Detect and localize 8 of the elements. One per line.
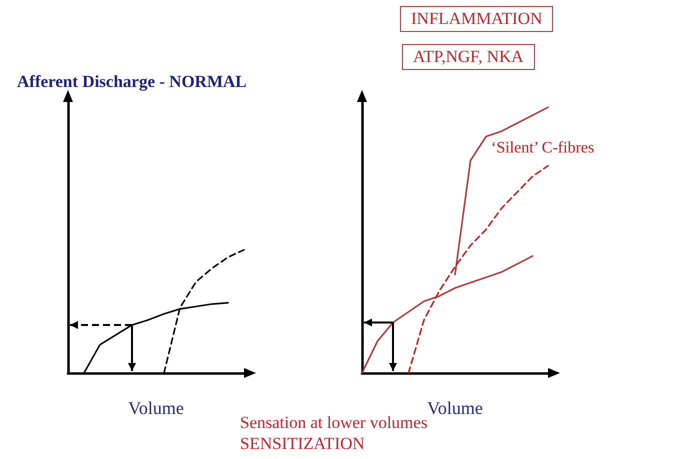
x-axis-title: Volume [128,398,184,418]
text: Sensation at lower volumes [240,413,428,433]
text: ATP,NGF, NKA [402,44,535,70]
series-label: ‘Silent’ C-fibres [491,139,594,156]
text: INFLAMMATION [400,6,554,32]
text: SENSITIZATION [240,434,365,454]
chart-title: Afferent Discharge - NORMAL [17,72,247,91]
x-axis-title: Volume [427,398,483,418]
